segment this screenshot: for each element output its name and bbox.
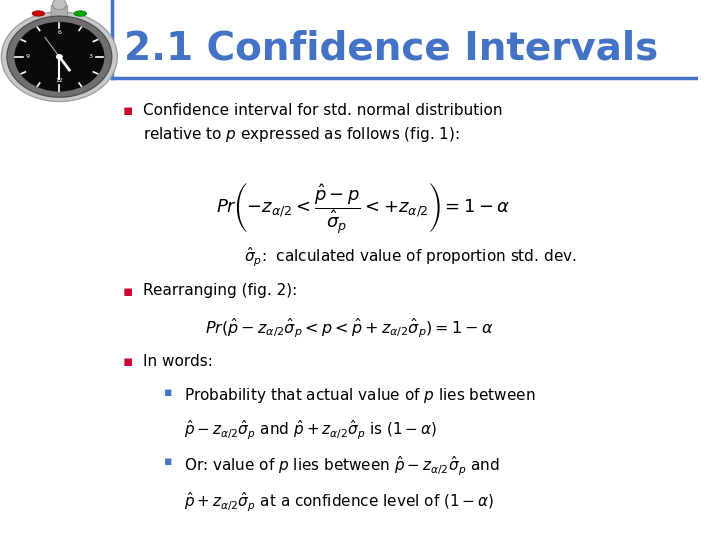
Circle shape [56, 54, 63, 59]
Text: 3: 3 [89, 54, 93, 59]
Circle shape [14, 22, 104, 91]
Text: $Pr\left(-z_{\alpha/2} < \dfrac{\hat{p} - p}{\hat{\sigma}_p} < +z_{\alpha/2}\rig: $Pr\left(-z_{\alpha/2} < \dfrac{\hat{p} … [216, 181, 510, 237]
Text: $Pr(\hat{p} - z_{\alpha/2}\hat{\sigma}_p < p < \hat{p} + z_{\alpha/2}\hat{\sigma: $Pr(\hat{p} - z_{\alpha/2}\hat{\sigma}_p… [205, 316, 493, 340]
Text: 9: 9 [26, 54, 30, 59]
FancyBboxPatch shape [51, 5, 68, 19]
Circle shape [53, 0, 66, 10]
Ellipse shape [32, 11, 45, 16]
Text: 6: 6 [58, 30, 61, 35]
Text: $\hat{\sigma}_p$:  calculated value of proportion std. dev.: $\hat{\sigma}_p$: calculated value of pr… [244, 246, 577, 269]
Text: $\hat{p} - z_{\alpha/2}\hat{\sigma}_p$ and $\hat{p} + z_{\alpha/2}\hat{\sigma}_p: $\hat{p} - z_{\alpha/2}\hat{\sigma}_p$ a… [184, 418, 437, 442]
Text: Rearranging (fig. 2):: Rearranging (fig. 2): [143, 284, 297, 299]
Text: In words:: In words: [143, 354, 213, 369]
Text: 12: 12 [55, 78, 63, 84]
Text: Probability that actual value of $p$ lies between: Probability that actual value of $p$ lie… [184, 386, 535, 405]
Text: Confidence interval for std. normal distribution
relative to $p$ expressed as fo: Confidence interval for std. normal dist… [143, 103, 503, 144]
Text: 2.1 Confidence Intervals: 2.1 Confidence Intervals [124, 30, 658, 68]
Text: $\hat{p} + z_{\alpha/2}\hat{\sigma}_p$ at a confidence level of $(1 - \alpha)$: $\hat{p} + z_{\alpha/2}\hat{\sigma}_p$ a… [184, 490, 494, 514]
Circle shape [7, 16, 112, 97]
Text: ▪: ▪ [164, 386, 173, 399]
Text: ▪: ▪ [122, 354, 132, 369]
Text: Or: value of $p$ lies between $\hat{p} - z_{\alpha/2}\hat{\sigma}_p$ and: Or: value of $p$ lies between $\hat{p} -… [184, 455, 499, 478]
Text: ▪: ▪ [122, 284, 132, 299]
Ellipse shape [74, 11, 86, 16]
Circle shape [1, 12, 117, 102]
Text: ▪: ▪ [122, 103, 132, 118]
Text: ▪: ▪ [164, 455, 173, 468]
